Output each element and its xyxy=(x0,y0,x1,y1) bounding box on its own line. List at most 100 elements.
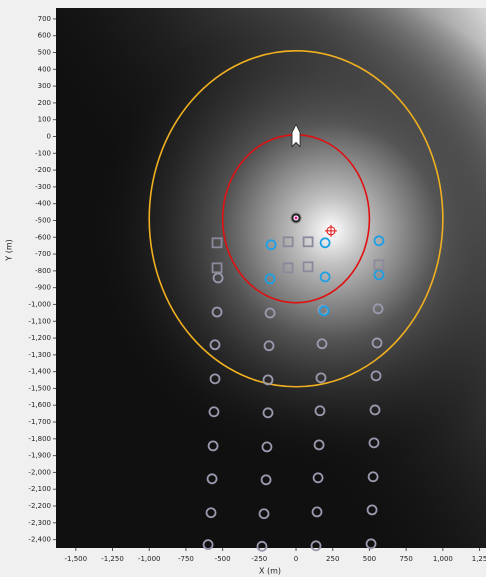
y-tick-label: -1,000 xyxy=(28,300,51,308)
y-tick-label: -1,400 xyxy=(28,368,51,376)
y-tick-label: -1,100 xyxy=(28,317,51,325)
square-marker xyxy=(373,259,385,271)
circle-marker xyxy=(367,471,379,483)
circle-marker xyxy=(261,441,273,453)
y-tick-label: -1,900 xyxy=(28,452,51,460)
circle-marker xyxy=(264,307,276,319)
circle-marker xyxy=(317,304,329,316)
x-tick-label: 1,25 xyxy=(472,555,486,563)
x-tick-label: -250 xyxy=(251,555,267,563)
circle-marker xyxy=(262,374,274,386)
circle-marker xyxy=(205,507,217,519)
y-tick-label: -400 xyxy=(35,200,51,208)
y-tick-label: -2,400 xyxy=(28,536,51,544)
circle-marker xyxy=(314,405,326,417)
heatmap-glow xyxy=(56,8,486,548)
x-tick-label: -750 xyxy=(178,555,194,563)
x-tick-label: 500 xyxy=(363,555,376,563)
y-axis-label: Y (m) xyxy=(5,239,14,261)
circle-marker xyxy=(312,472,324,484)
circle-marker xyxy=(258,508,270,520)
circle-marker xyxy=(262,407,274,419)
y-tick-label: -700 xyxy=(35,250,51,258)
circle-marker xyxy=(313,439,325,451)
square-marker xyxy=(282,262,294,274)
x-tick-label: -1,000 xyxy=(138,555,161,563)
x-tick-label: 1,000 xyxy=(433,555,453,563)
y-tick-label: -200 xyxy=(35,166,51,174)
y-tick-label: 600 xyxy=(38,32,51,40)
x-tick-label: 250 xyxy=(326,555,339,563)
x-axis-label: X (m) xyxy=(259,567,281,576)
circle-marker xyxy=(311,506,323,518)
circle-marker xyxy=(207,440,219,452)
y-tick-label: -2,300 xyxy=(28,519,51,527)
y-tick-label: 300 xyxy=(38,82,51,90)
circle-marker xyxy=(208,406,220,418)
circle-marker xyxy=(310,540,322,552)
circle-marker xyxy=(319,237,331,249)
x-tick-label: -1,250 xyxy=(101,555,124,563)
y-tick-label: -600 xyxy=(35,233,51,241)
circle-marker xyxy=(372,303,384,315)
y-tick-label: -1,800 xyxy=(28,435,51,443)
y-tick-label: 200 xyxy=(38,99,51,107)
circle-marker xyxy=(212,272,224,284)
target-dot xyxy=(294,216,298,220)
crosshair xyxy=(324,224,337,237)
circle-marker xyxy=(316,338,328,350)
y-tick-label: -1,200 xyxy=(28,334,51,342)
y-tick-label: 500 xyxy=(38,49,51,57)
circle-marker xyxy=(206,473,218,485)
circle-marker xyxy=(202,539,214,551)
square-marker xyxy=(211,237,223,249)
square-marker xyxy=(302,236,314,248)
circle-marker xyxy=(265,239,277,251)
circle-marker xyxy=(211,306,223,318)
circle-marker xyxy=(209,339,221,351)
target xyxy=(290,212,302,224)
y-tick-label: 0 xyxy=(47,132,51,140)
y-tick-label: -500 xyxy=(35,216,51,224)
y-tick-label: -900 xyxy=(35,284,51,292)
circle-marker xyxy=(373,269,385,281)
circle-marker xyxy=(260,474,272,486)
vessel xyxy=(291,123,301,148)
circle-marker xyxy=(369,404,381,416)
x-tick-label: 750 xyxy=(399,555,412,563)
y-tick-label: -300 xyxy=(35,183,51,191)
circle-marker xyxy=(371,337,383,349)
x-tick-label: -500 xyxy=(215,555,231,563)
y-tick-label: 100 xyxy=(38,116,51,124)
y-tick-label: -1,300 xyxy=(28,351,51,359)
range-ring xyxy=(148,50,444,388)
circle-marker xyxy=(368,437,380,449)
square-marker xyxy=(282,236,294,248)
y-tick-label: 400 xyxy=(38,65,51,73)
circle-marker xyxy=(365,538,377,550)
circle-marker xyxy=(264,273,276,285)
y-tick-label: -1,700 xyxy=(28,418,51,426)
y-tick-label: -2,200 xyxy=(28,502,51,510)
x-tick-label: -1,500 xyxy=(65,555,88,563)
y-tick-label: -2,100 xyxy=(28,485,51,493)
x-tick-label: 0 xyxy=(294,555,298,563)
circle-marker xyxy=(373,235,385,247)
square-marker xyxy=(211,262,223,274)
circle-marker xyxy=(315,372,327,384)
y-tick-label: -1,500 xyxy=(28,384,51,392)
y-tick-label: -1,600 xyxy=(28,401,51,409)
circle-marker xyxy=(370,370,382,382)
y-tick-label: -2,000 xyxy=(28,468,51,476)
circle-marker xyxy=(209,373,221,385)
y-tick-label: 700 xyxy=(38,15,51,23)
circle-marker xyxy=(319,271,331,283)
circle-marker xyxy=(263,340,275,352)
square-marker xyxy=(302,261,314,273)
y-tick-label: -100 xyxy=(35,149,51,157)
circle-marker xyxy=(318,305,330,317)
circle-marker xyxy=(366,504,378,516)
crosshair-lines xyxy=(324,224,337,237)
circle-marker xyxy=(256,540,268,552)
